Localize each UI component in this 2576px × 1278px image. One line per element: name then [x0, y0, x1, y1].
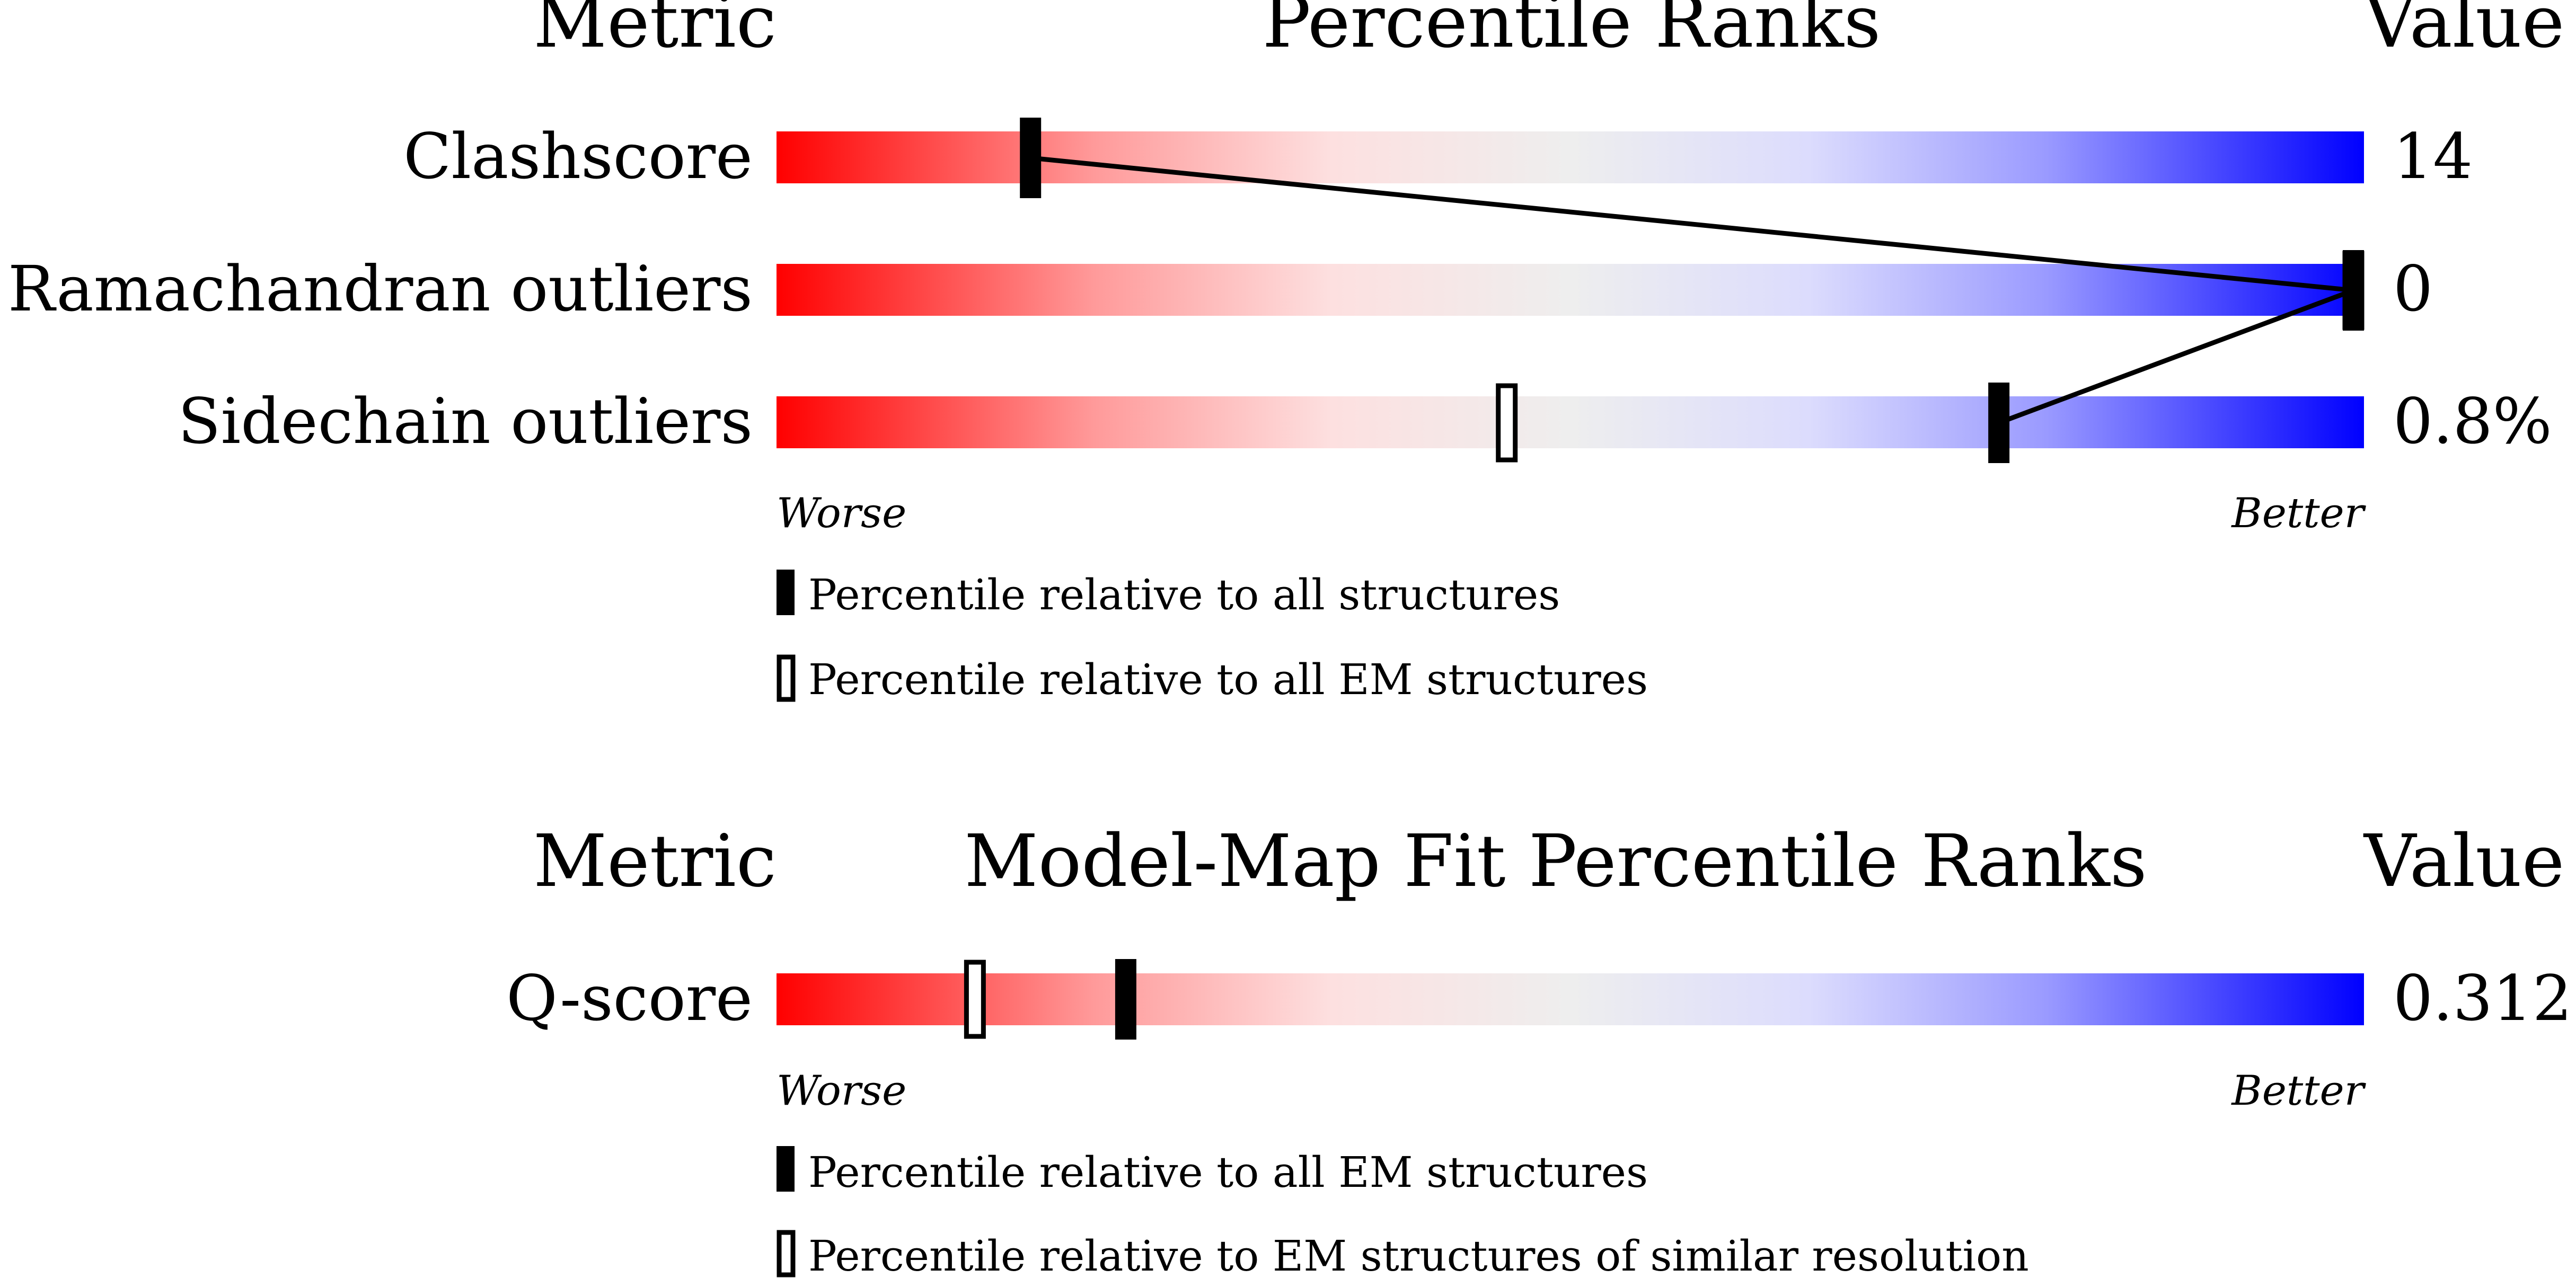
worse-label: Worse: [777, 1067, 906, 1115]
all-percentile-marker: [1988, 383, 2010, 463]
value-header: Value: [2363, 820, 2564, 903]
better-label: Better: [2230, 490, 2366, 537]
legend-filled-marker: [777, 1146, 795, 1192]
percentile-bar: [777, 131, 2364, 183]
model-map-fit-title: Model-Map Fit Percentile Ranks: [964, 820, 2147, 903]
all-percentile-marker: [2343, 250, 2364, 331]
metric-label: Ramachandran outliers: [8, 252, 753, 325]
legend-item-em-structures: Percentile relative to all EM structures: [808, 655, 1648, 704]
legend: Percentile relative to all EM structures…: [777, 1146, 2029, 1278]
em-percentile-marker: [964, 960, 986, 1039]
all-percentile-marker: [1020, 118, 1042, 198]
metric-row-q-score: Q-score 0.312: [506, 962, 2572, 1035]
metric-header: Metric: [533, 0, 777, 64]
legend-item-similar-resolution: Percentile relative to EM structures of …: [808, 1231, 2029, 1278]
percentile-markers: [964, 959, 1136, 1040]
legend-open-marker: [777, 1230, 796, 1277]
percentile-markers: [1020, 118, 2365, 463]
legend-filled-marker: [777, 570, 795, 615]
metric-value: 0.312: [2393, 962, 2572, 1035]
metric-row-ramachandran-outliers: Ramachandran outliers 0: [8, 252, 2433, 325]
legend: Percentile relative to all structures Pe…: [777, 570, 1648, 704]
metric-header: Metric: [533, 820, 777, 903]
legend-item-all-structures: Percentile relative to all structures: [808, 570, 1560, 619]
em-percentile-marker: [1496, 383, 1518, 463]
percentile-bar: [777, 396, 2364, 448]
metric-label: Q-score: [506, 962, 753, 1035]
panel-model-map-fit: Metric Model-Map Fit Percentile Ranks Va…: [506, 820, 2572, 1278]
metric-label: Clashscore: [403, 120, 753, 193]
legend-open-marker: [777, 654, 796, 702]
metric-row-sidechain-outliers: Sidechain outliers 0.8%: [178, 385, 2552, 458]
metric-value: 0.8%: [2393, 385, 2552, 458]
better-label: Better: [2230, 1067, 2366, 1115]
metric-label: Sidechain outliers: [178, 385, 753, 458]
metric-row-clashscore: Clashscore 14: [403, 120, 2473, 193]
metric-value: 0: [2393, 252, 2433, 325]
panel-validation: Metric Percentile Ranks Value Clashscore…: [8, 0, 2565, 704]
percentile-ranks-title: Percentile Ranks: [1263, 0, 1881, 64]
worse-label: Worse: [777, 490, 906, 537]
metric-value: 14: [2393, 120, 2473, 193]
all-percentile-marker: [1115, 959, 1136, 1040]
percentile-bar: [777, 264, 2364, 316]
percentile-bar: [777, 973, 2364, 1025]
legend-item-all-em-structures: Percentile relative to all EM structures: [808, 1148, 1648, 1197]
value-header: Value: [2363, 0, 2564, 64]
